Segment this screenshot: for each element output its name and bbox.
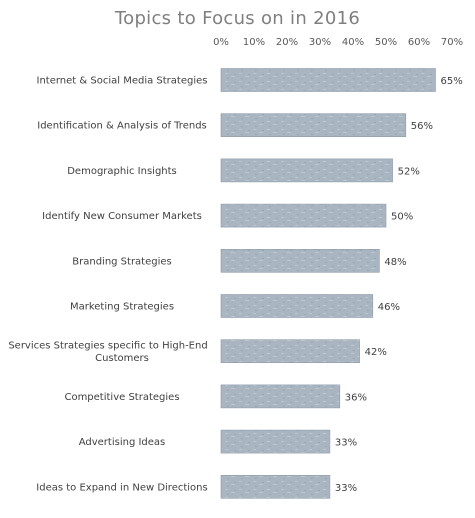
data-label: 56% — [411, 121, 433, 132]
category-label: Internet & Social Media Strategies — [37, 76, 208, 87]
category-label: Marketing Strategies — [70, 302, 174, 313]
bar — [220, 429, 331, 454]
x-tick-label: 60% — [408, 37, 430, 48]
data-label: 42% — [365, 347, 387, 358]
bar — [220, 68, 436, 92]
x-tick-label: 30% — [309, 37, 331, 48]
bar — [220, 113, 407, 137]
bar — [220, 339, 360, 364]
data-label: 50% — [391, 212, 413, 223]
data-label: 33% — [335, 438, 357, 449]
category-label: Identification & Analysis of Trends — [37, 121, 207, 132]
bar — [220, 203, 387, 228]
x-tick-label: 70% — [441, 37, 463, 48]
data-label: 33% — [335, 483, 357, 494]
x-tick-label: 40% — [342, 37, 364, 48]
x-tick-label: 20% — [276, 37, 298, 48]
x-tick-label: 10% — [243, 37, 265, 48]
data-label: 46% — [378, 302, 400, 313]
category-label: Branding Strategies — [72, 256, 172, 267]
data-labels: 65% 56% 52% 50% 48% 46% 42% 36% 33% 33% — [335, 76, 463, 494]
x-tick-label: 0% — [213, 37, 229, 48]
category-label: Advertising Ideas — [79, 437, 166, 448]
x-tick-label: 50% — [375, 37, 397, 48]
bar — [220, 249, 380, 273]
category-labels: Internet & Social Media Strategies Identi… — [8, 76, 207, 494]
category-label: Ideas to Expand in New Directions — [36, 482, 207, 493]
data-label: 65% — [441, 76, 463, 87]
category-label: Services Strategies specific to High-End… — [8, 340, 207, 364]
bars — [220, 68, 436, 499]
bar — [220, 158, 393, 183]
chart-title: Topics to Focus on in 2016 — [114, 8, 361, 29]
category-label: Demographic Insights — [67, 166, 177, 177]
data-label: 36% — [345, 392, 367, 403]
bar — [220, 294, 374, 318]
data-label: 48% — [384, 257, 406, 268]
category-label: Competitive Strategies — [64, 392, 179, 403]
data-label: 52% — [398, 166, 420, 177]
bar — [220, 384, 341, 409]
x-axis: 0% 10% 20% 30% 40% 50% 60% 70% — [213, 37, 463, 48]
category-label: Identify New Consumer Markets — [42, 211, 202, 222]
bar — [220, 474, 331, 499]
